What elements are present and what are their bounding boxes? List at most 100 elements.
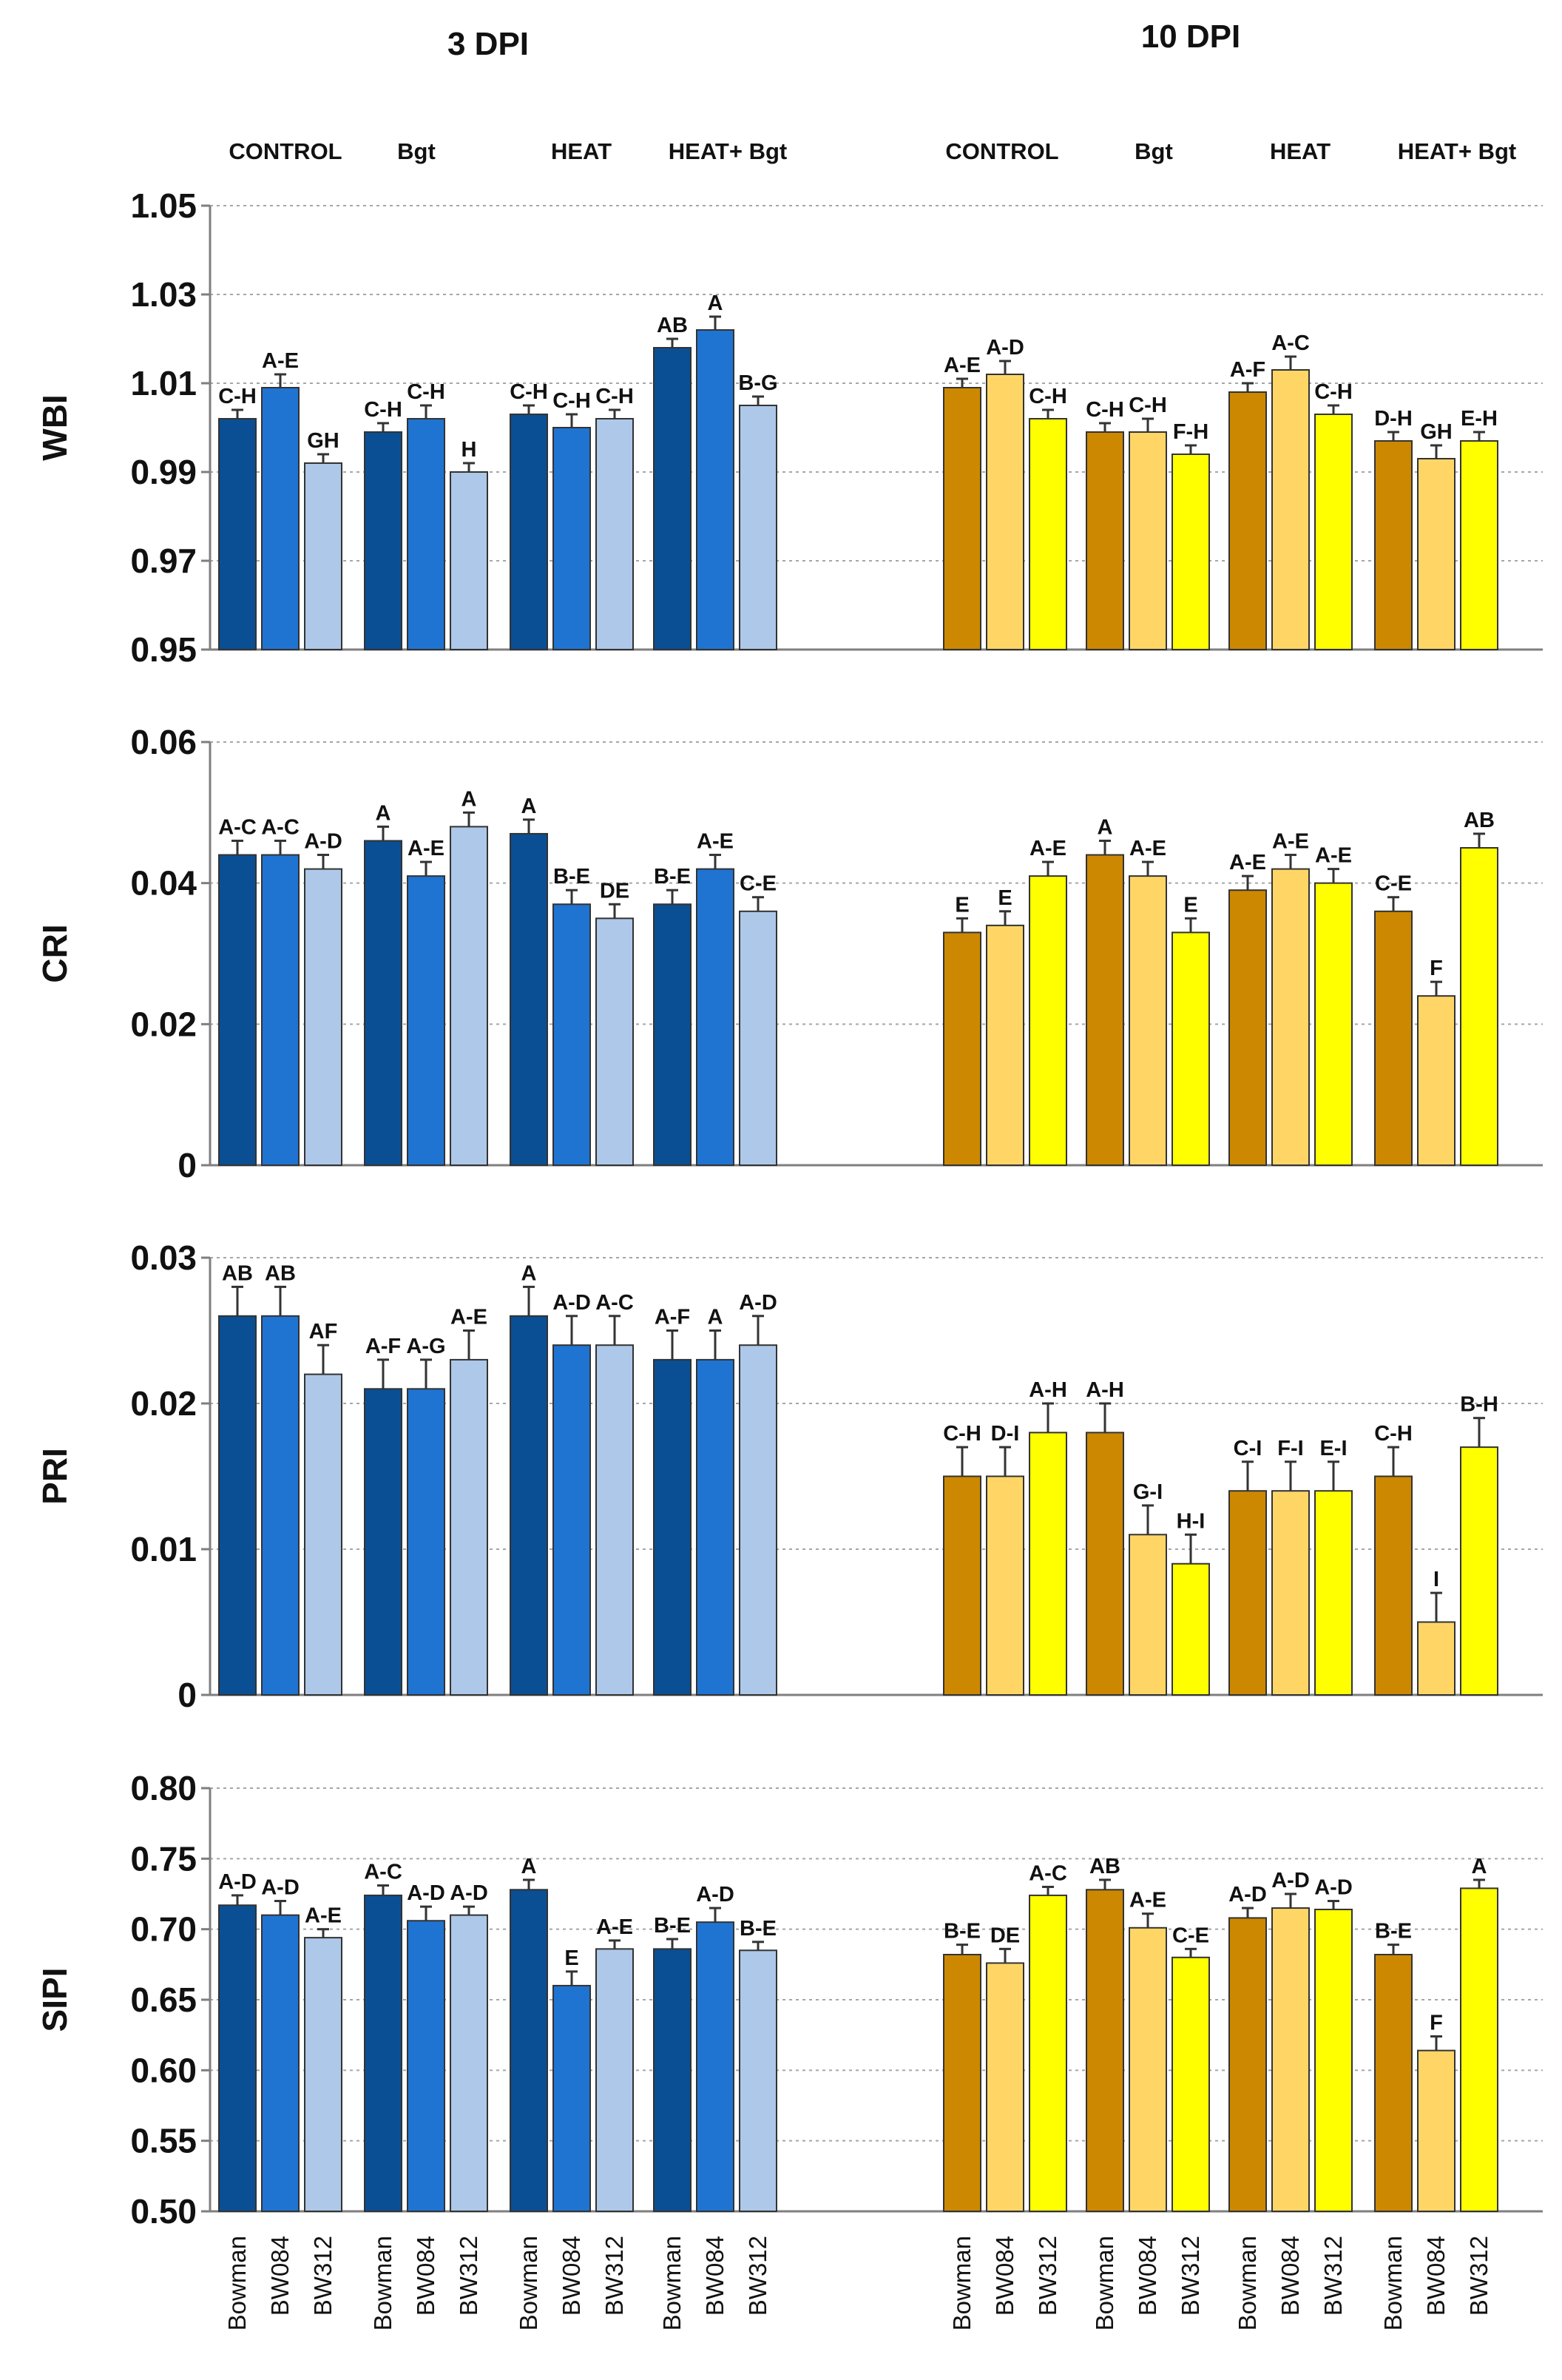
significance-label-wbi: C-H	[218, 385, 257, 408]
significance-label-sipi: A-D	[261, 1876, 300, 1900]
significance-label-sipi: A-C	[364, 1861, 402, 1884]
bar-pri-3dpi-control-bw084	[261, 1315, 300, 1696]
bar-sipi-10dpi-heat-bgt-bw312	[1460, 1887, 1498, 2212]
significance-label-sipi: C-E	[1172, 1924, 1209, 1947]
y-tick-label-cri: 0.04	[130, 864, 197, 903]
bar-pri-10dpi-heat-bgt-bw312	[1460, 1446, 1498, 1696]
cultivar-label-bw312: BW312	[455, 2236, 482, 2316]
significance-label-sipi: A	[521, 1855, 537, 1878]
bar-pri-10dpi-bgt-bowman	[1086, 1432, 1124, 1696]
y-axis-label-sipi: SIPI	[36, 1968, 74, 2032]
treatment-label-3dpi-bgt: Bgt	[397, 138, 436, 164]
bar-wbi-3dpi-bgt-bw312	[450, 471, 488, 650]
significance-label-sipi: E	[564, 1946, 578, 1970]
y-tick-label-pri: 0	[178, 1676, 197, 1714]
significance-label-pri: B-H	[1460, 1393, 1498, 1417]
significance-label-sipi: A-D	[407, 1881, 445, 1905]
significance-label-sipi: B-E	[740, 1917, 777, 1941]
treatment-label-10dpi-control: CONTROL	[945, 138, 1058, 164]
significance-label-cri: DE	[600, 879, 629, 903]
significance-label-cri: AB	[1464, 809, 1495, 832]
bar-cri-3dpi-bgt-bw312	[450, 826, 488, 1167]
bar-pri-3dpi-bgt-bowman	[364, 1388, 402, 1696]
significance-label-pri: H-I	[1177, 1509, 1206, 1533]
significance-label-cri: A-E	[1315, 844, 1352, 868]
cultivar-label-bowman: Bowman	[515, 2236, 542, 2330]
y-tick-label-cri: 0.02	[130, 1005, 197, 1043]
significance-label-cri: E	[998, 886, 1012, 910]
significance-label-cri: C-E	[1375, 872, 1412, 896]
significance-label-cri: E	[1183, 893, 1197, 917]
bar-sipi-10dpi-heat-bgt-bw084	[1417, 2049, 1456, 2212]
significance-label-wbi: A-E	[944, 354, 981, 377]
header-3dpi: 3 DPI	[447, 26, 529, 62]
bar-cri-3dpi-heat-bowman	[510, 832, 548, 1167]
significance-label-wbi: C-H	[1314, 380, 1353, 404]
bar-wbi-10dpi-control-bw312	[1029, 418, 1067, 650]
significance-label-sipi: A-E	[305, 1904, 342, 1928]
significance-label-wbi: GH	[1420, 420, 1453, 444]
y-axis-label-wbi: WBI	[36, 394, 74, 460]
bar-wbi-10dpi-bgt-bw312	[1172, 454, 1210, 650]
bar-cri-3dpi-heat-bgt-bw312	[739, 910, 777, 1167]
significance-label-wbi: C-H	[407, 380, 445, 404]
bar-pri-3dpi-heat-bw312	[595, 1344, 634, 1696]
significance-label-cri: A-D	[304, 830, 342, 854]
bar-wbi-3dpi-heat-bowman	[510, 414, 548, 650]
bar-pri-3dpi-heat-bgt-bw084	[696, 1358, 734, 1696]
significance-label-cri: A-E	[1229, 851, 1266, 874]
bar-cri-10dpi-control-bowman	[943, 931, 981, 1167]
significance-label-wbi: A-D	[986, 336, 1024, 360]
significance-label-sipi: A-D	[1228, 1883, 1267, 1907]
bar-pri-3dpi-control-bowman	[218, 1315, 257, 1696]
bar-sipi-10dpi-heat-bw084	[1271, 1907, 1310, 2212]
bar-pri-10dpi-heat-bowman	[1228, 1490, 1267, 1696]
treatment-label-3dpi-control: CONTROL	[229, 138, 342, 164]
cultivar-label-bowman: Bowman	[369, 2236, 396, 2330]
significance-label-pri: D-I	[991, 1422, 1020, 1446]
significance-label-cri: A-E	[697, 830, 734, 854]
significance-label-sipi: A-E	[1129, 1889, 1166, 1912]
bar-cri-10dpi-heat-bw312	[1314, 882, 1353, 1166]
significance-label-cri: A-E	[408, 837, 444, 860]
bar-wbi-3dpi-bgt-bowman	[364, 431, 402, 650]
cultivar-label-bw312: BW312	[309, 2236, 337, 2316]
significance-label-cri: A-E	[1030, 837, 1066, 860]
bar-pri-10dpi-heat-bw084	[1271, 1490, 1310, 1696]
bar-wbi-3dpi-heat-bgt-bowman	[653, 347, 692, 650]
cultivar-label-bw084: BW084	[1277, 2236, 1304, 2316]
significance-label-wbi: A-E	[262, 349, 299, 373]
cultivar-label-bw084: BW084	[266, 2236, 294, 2316]
significance-label-pri: A-D	[739, 1291, 777, 1315]
significance-label-sipi: DE	[990, 1924, 1020, 1947]
bar-sipi-10dpi-control-bw312	[1029, 1894, 1067, 2213]
bar-wbi-3dpi-control-bowman	[218, 418, 257, 650]
significance-label-pri: AB	[265, 1261, 296, 1285]
significance-label-wbi: C-H	[595, 385, 634, 408]
significance-label-pri: A	[708, 1306, 723, 1329]
significance-label-sipi: A-D	[1314, 1876, 1353, 1900]
bar-cri-10dpi-heat-bw084	[1271, 868, 1310, 1166]
bar-wbi-3dpi-control-bw084	[261, 387, 300, 650]
header-10dpi: 10 DPI	[1141, 18, 1241, 55]
significance-label-sipi: A-E	[596, 1915, 633, 1939]
bar-pri-3dpi-bgt-bw084	[407, 1388, 445, 1696]
cultivar-label-bw312: BW312	[1465, 2236, 1492, 2316]
y-tick-label-sipi: 0.70	[130, 1910, 197, 1949]
cultivar-label-bowman: Bowman	[658, 2236, 686, 2330]
significance-label-wbi: A-C	[1271, 331, 1310, 355]
bar-sipi-10dpi-control-bowman	[943, 1953, 981, 2212]
y-tick-label-pri: 0.03	[130, 1238, 197, 1277]
significance-label-wbi: AB	[657, 314, 688, 337]
cultivar-label-bw312: BW312	[1034, 2236, 1061, 2316]
significance-label-cri: A-E	[1272, 830, 1309, 854]
cultivar-label-bowman: Bowman	[1091, 2236, 1118, 2330]
significance-label-wbi: C-H	[1029, 385, 1067, 408]
cultivar-label-bowman: Bowman	[1234, 2236, 1261, 2330]
significance-label-sipi: A-D	[696, 1883, 734, 1907]
significance-label-cri: B-E	[654, 865, 691, 889]
